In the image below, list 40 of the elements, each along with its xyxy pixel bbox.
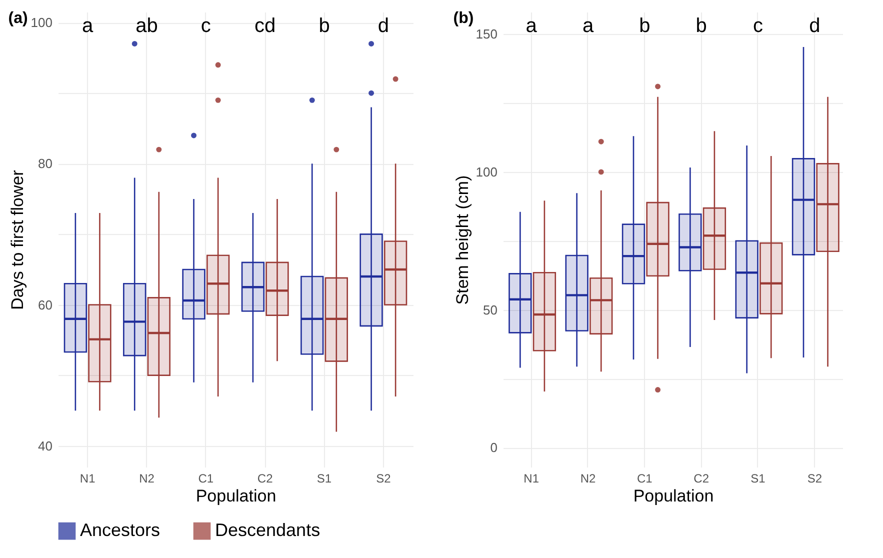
y-tick-label: 50: [483, 302, 498, 318]
y-tick-label: 150: [476, 26, 498, 42]
legend-label: Descendants: [215, 520, 320, 540]
legend-label: Ancestors: [80, 520, 160, 540]
x-tick-label: S2: [376, 472, 392, 486]
annotation: b: [639, 15, 650, 37]
x-axis-title: Population: [633, 486, 714, 506]
x-tick-label: S1: [316, 472, 332, 486]
x-tick-label: C1: [198, 472, 214, 486]
x-tick-label: C1: [636, 472, 653, 486]
x-tick-label: S2: [807, 472, 822, 486]
y-axis-title: Days to first flower: [8, 170, 27, 310]
chart-title: (b): [453, 10, 474, 27]
y-axis-title: Stem height (cm): [452, 175, 472, 305]
annotation: cd: [254, 15, 276, 37]
x-tick-label: N1: [524, 472, 540, 486]
annotation: d: [378, 15, 389, 37]
annotation: a: [582, 15, 594, 37]
x-tick-label: C2: [694, 472, 710, 486]
annotation: a: [526, 15, 538, 37]
x-tick-label: C2: [257, 472, 274, 486]
chart-title: (a): [8, 10, 28, 27]
x-tick-label: N1: [80, 472, 96, 486]
annotation: ab: [136, 15, 158, 37]
y-tick-label: 60: [38, 297, 52, 312]
annotation: d: [809, 15, 820, 37]
y-tick-label: 40: [38, 438, 52, 454]
y-tick-label: 100: [30, 15, 52, 30]
annotation: a: [82, 15, 94, 37]
annotation: c: [200, 15, 211, 37]
x-axis-title: Population: [196, 486, 276, 506]
x-tick-label: N2: [580, 472, 596, 486]
annotation: c: [753, 15, 763, 37]
annotation: b: [696, 15, 707, 37]
y-tick-label: 100: [476, 164, 498, 180]
y-tick-label: 80: [38, 156, 52, 172]
x-tick-label: S1: [750, 472, 766, 486]
x-tick-label: N2: [139, 472, 155, 486]
y-tick-label: 0: [490, 440, 498, 456]
annotation: b: [318, 15, 330, 37]
